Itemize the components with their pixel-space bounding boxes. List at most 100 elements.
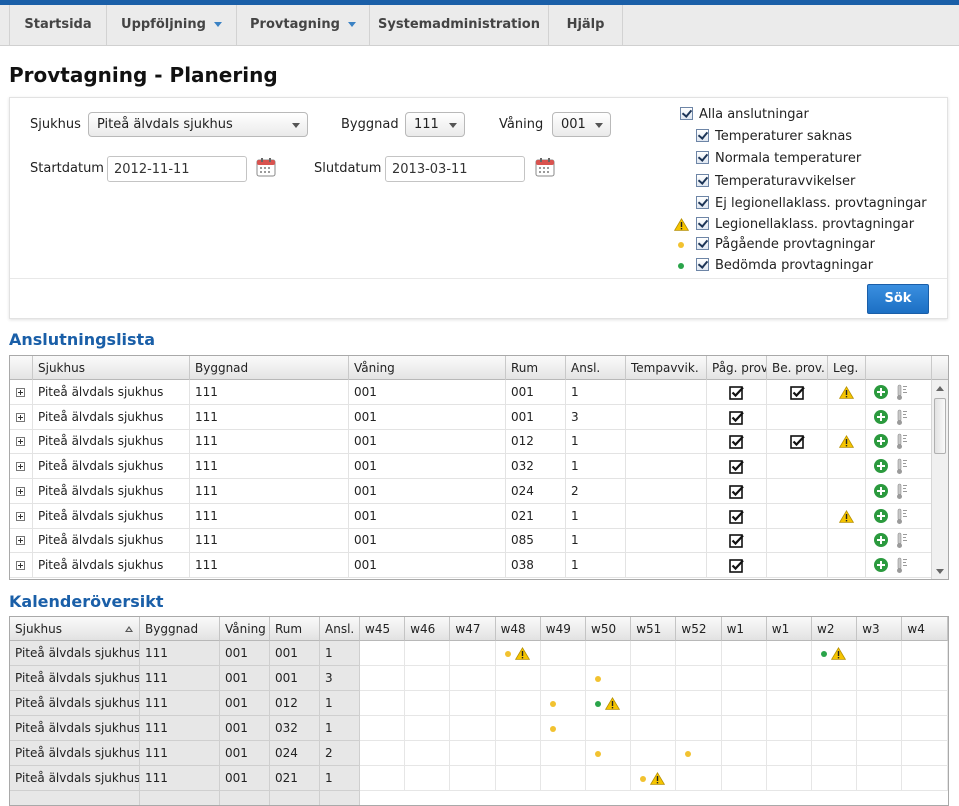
week-cell[interactable]	[450, 666, 496, 691]
week-cell[interactable]	[540, 741, 586, 766]
expand-plus-icon[interactable]	[16, 486, 25, 496]
week-cell[interactable]	[540, 716, 586, 741]
add-icon[interactable]	[874, 434, 888, 449]
week-cell[interactable]	[902, 741, 948, 766]
week-cell[interactable]	[902, 641, 948, 666]
week-cell[interactable]	[586, 741, 632, 766]
filter-checkbox-row[interactable]: Temperaturer saknas	[696, 128, 852, 146]
expand-plus-icon[interactable]	[16, 511, 25, 521]
filter-checkbox-row[interactable]: Pågående provtagningar	[696, 236, 875, 254]
week-cell[interactable]	[360, 666, 406, 691]
table-row[interactable]: Piteå älvdals sjukhus 111 001 038 1	[10, 552, 932, 578]
week-cell[interactable]	[631, 766, 677, 791]
expand-plus-icon[interactable]	[16, 437, 25, 447]
week-cell[interactable]	[676, 766, 722, 791]
week-marker[interactable]	[504, 641, 530, 666]
calendar-icon[interactable]	[256, 158, 276, 177]
thermometer-icon[interactable]	[896, 433, 908, 450]
week-cell[interactable]	[540, 641, 586, 666]
expand-plus-icon[interactable]	[16, 388, 25, 397]
expand-cell[interactable]	[10, 552, 33, 577]
column-header[interactable]: Byggnad	[140, 617, 220, 641]
week-cell[interactable]	[812, 716, 858, 741]
filter-checkbox-row[interactable]: Ej legionellaklass. provtagningar	[696, 195, 927, 213]
add-icon[interactable]	[874, 508, 888, 523]
add-icon[interactable]	[874, 409, 888, 424]
week-cell[interactable]	[631, 666, 677, 691]
week-cell[interactable]	[902, 666, 948, 691]
checkbox[interactable]	[696, 196, 709, 209]
column-header[interactable]: Rum	[506, 356, 566, 380]
add-icon[interactable]	[874, 533, 888, 548]
week-cell[interactable]	[766, 666, 812, 691]
week-cell[interactable]	[450, 691, 496, 716]
week-cell[interactable]	[586, 666, 632, 691]
add-icon[interactable]	[874, 385, 888, 399]
week-cell[interactable]	[405, 641, 451, 666]
week-cell[interactable]	[495, 766, 541, 791]
expand-cell[interactable]	[10, 404, 33, 429]
column-header[interactable]: Våning	[349, 356, 506, 380]
week-cell[interactable]	[405, 741, 451, 766]
table-row[interactable]: Piteå älvdals sjukhus 111 001 012 1	[10, 429, 932, 455]
week-cell[interactable]	[766, 741, 812, 766]
byggnad-select[interactable]: 111	[405, 112, 465, 137]
column-header[interactable]	[10, 356, 33, 380]
week-cell[interactable]	[857, 666, 903, 691]
nav-item-3[interactable]: Systemadministration	[370, 5, 549, 45]
week-cell[interactable]	[676, 716, 722, 741]
table-row[interactable]: Piteå älvdals sjukhus 111 001 001 3	[10, 404, 932, 430]
checkbox[interactable]	[696, 258, 709, 271]
thermometer-icon[interactable]	[896, 483, 908, 500]
week-cell[interactable]	[540, 666, 586, 691]
week-cell[interactable]	[495, 691, 541, 716]
expand-cell[interactable]	[10, 429, 33, 454]
week-cell[interactable]	[450, 641, 496, 666]
week-cell[interactable]	[631, 741, 677, 766]
column-header[interactable]: Sjukhus	[33, 356, 190, 380]
week-cell[interactable]	[586, 766, 632, 791]
week-marker[interactable]	[595, 666, 601, 691]
week-marker[interactable]	[685, 741, 692, 766]
week-marker[interactable]	[549, 716, 556, 741]
expand-cell[interactable]	[10, 503, 33, 528]
scroll-up-icon[interactable]	[936, 386, 944, 391]
filter-checkbox-row[interactable]: Temperaturavvikelser	[696, 173, 855, 191]
sort-ascending-icon[interactable]	[125, 626, 133, 632]
column-header[interactable]: Ansl.	[320, 617, 360, 641]
column-header[interactable]: Påg. prov.	[707, 356, 767, 380]
column-header[interactable]: Byggnad	[190, 356, 349, 380]
week-cell[interactable]	[721, 641, 767, 666]
week-cell[interactable]	[721, 716, 767, 741]
week-cell[interactable]	[812, 741, 858, 766]
table-row[interactable]: Piteå älvdals sjukhus 111 001 001 1	[10, 380, 932, 405]
table-row[interactable]: Piteå älvdals sjukhus 111 001 032 1	[10, 454, 932, 480]
filter-checkbox-row[interactable]: Bedömda provtagningar	[696, 257, 873, 275]
week-cell[interactable]	[360, 716, 406, 741]
week-cell[interactable]	[495, 741, 541, 766]
week-cell[interactable]	[812, 641, 858, 666]
week-cell[interactable]	[450, 741, 496, 766]
week-marker[interactable]	[595, 741, 601, 766]
thermometer-icon[interactable]	[896, 508, 908, 525]
week-cell[interactable]	[631, 691, 677, 716]
column-header[interactable]: Ansl.	[566, 356, 626, 380]
week-cell[interactable]	[360, 766, 406, 791]
week-cell[interactable]	[360, 741, 406, 766]
expand-plus-icon[interactable]	[16, 536, 25, 546]
calendar-icon[interactable]	[535, 158, 555, 177]
expand-plus-icon[interactable]	[16, 560, 25, 570]
column-header[interactable]: Rum	[270, 617, 320, 641]
checkbox[interactable]	[696, 151, 709, 164]
week-cell[interactable]	[586, 691, 632, 716]
week-marker[interactable]	[821, 641, 846, 666]
startdatum-input[interactable]	[107, 156, 247, 182]
filter-checkbox-row[interactable]: Normala temperaturer	[696, 150, 861, 168]
week-cell[interactable]	[902, 766, 948, 791]
checkbox[interactable]	[696, 174, 709, 187]
nav-item-0[interactable]: Startsida	[9, 5, 107, 45]
column-header[interactable]: Leg.	[828, 356, 866, 380]
week-marker[interactable]	[640, 766, 666, 791]
vaning-select[interactable]: 001	[552, 112, 611, 137]
week-cell[interactable]	[902, 716, 948, 741]
